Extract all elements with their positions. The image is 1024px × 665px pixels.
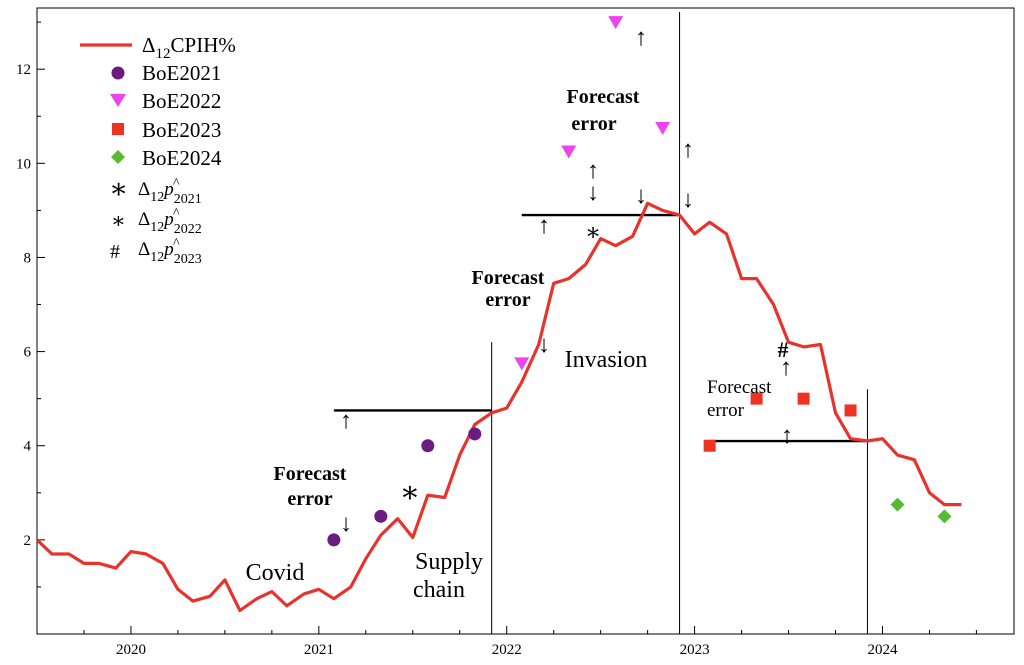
star-2022-marker: ∗ <box>585 220 601 246</box>
boe2024-point-1 <box>937 509 952 524</box>
y-tick-label-10: 10 <box>16 156 31 172</box>
legend-boe2022-marker <box>110 94 126 107</box>
forecast-error-4-line2: error <box>707 400 745 421</box>
legend-boe2023-marker <box>112 123 124 135</box>
forecast-error-1-line1: Forecast <box>274 463 347 485</box>
forecast-error-1-arrow: ↓ <box>340 511 352 537</box>
forecast-error-3-line2: error <box>571 113 616 135</box>
y-tick-label-6: 6 <box>24 345 32 361</box>
forecast-error-3-arrow-down: ↓ <box>587 180 599 206</box>
forecast-error-2-up-arrow: ↑ <box>538 213 550 239</box>
boe2021-point-0 <box>327 533 341 547</box>
cpih-series-line <box>35 201 962 613</box>
supply-chain-line2: chain <box>413 577 465 603</box>
x-tick-label-2021: 2021 <box>304 642 334 658</box>
legend-p2023-label: Δ12p2023 <box>138 239 202 267</box>
legend-boe2023-label: BoE2023 <box>142 118 221 142</box>
legend-boe2024-label: BoE2024 <box>142 146 222 170</box>
legend-boe2024-marker <box>111 150 125 164</box>
boe2022-point-2 <box>608 16 624 30</box>
boe2024-point-0 <box>890 497 905 512</box>
legend-boe2021-label: BoE2021 <box>142 61 221 85</box>
forecast-error-4-line1: Forecast <box>707 377 772 398</box>
boe2023-point-0 <box>703 439 716 452</box>
legend-p2023-symbol: # <box>110 241 120 263</box>
hash-2023-marker: # <box>778 337 789 362</box>
legend-p2021-label: Δ12p2021 <box>138 179 202 207</box>
boe2021-point-3 <box>468 427 482 441</box>
forecast-error-1-up-arrow: ↑ <box>340 408 352 434</box>
y-tick-label-4: 4 <box>24 439 32 455</box>
x-tick-label-2023: 2023 <box>680 642 710 658</box>
boe-forecast-markers <box>327 16 952 547</box>
forecast-error-2-line2: error <box>485 289 530 311</box>
forecast-error-2-line1: Forecast <box>472 267 545 289</box>
x-tick-label-2022: 2022 <box>492 642 522 658</box>
forecast-error-3-line1: Forecast <box>567 86 640 108</box>
y-tick-label-12: 12 <box>16 62 31 78</box>
y-tick-label-8: 8 <box>24 250 32 266</box>
star-2021-marker: ∗ <box>400 476 420 509</box>
legend-p2022-hat: ^ <box>173 206 180 221</box>
boe2022-point-0 <box>514 357 530 371</box>
plot-frame <box>36 7 1015 635</box>
legend-p2021-symbol: ∗ <box>109 174 128 205</box>
forecast-error-2-arrow: ↓ <box>538 332 550 358</box>
forecast-level-lines <box>333 213 868 443</box>
forecast-error-3-arrow-top: ↑ <box>635 25 647 51</box>
legend-boe2021-marker <box>111 66 125 80</box>
covid-label: Covid <box>246 560 305 586</box>
forecast-error-4-arrow-up: ↑ <box>780 355 792 381</box>
axis-ticks: 2020 2021 2022 2023 2024 2 4 6 8 10 12 <box>16 21 977 658</box>
annotations: Forecast error ↓ ↑ ∗ Covid Supply chain … <box>246 25 793 603</box>
supply-chain-line1: Supply <box>415 549 483 575</box>
forecast-error-3-arrow-up: ↑ <box>587 158 599 184</box>
boe2021-point-2 <box>421 439 435 453</box>
legend-p2023-hat: ^ <box>173 236 180 251</box>
legend-p2022-label: Δ12p2022 <box>138 209 202 237</box>
forecast-error-1-line2: error <box>287 488 332 510</box>
forecast-error-4-arrow-updown: ↕ <box>781 423 793 449</box>
boe2023-point-3 <box>844 404 857 417</box>
legend-p2021-hat: ^ <box>173 176 180 191</box>
forecast-error-3-arrow-right-down: ↓ <box>682 187 694 213</box>
boe2022-point-3 <box>655 122 671 136</box>
boe2021-point-1 <box>374 509 388 523</box>
legend-cpih-label: Δ12CPIH% <box>142 33 236 62</box>
forecast-error-3-arrow-right-up: ↑ <box>682 137 694 163</box>
legend: Δ12CPIH% BoE2021 BoE2022 BoE2023 BoE2024… <box>80 33 236 267</box>
legend-p2022-symbol: ∗ <box>111 208 126 233</box>
y-tick-label-2: 2 <box>24 533 32 549</box>
x-tick-label-2024: 2024 <box>867 642 898 658</box>
invasion-label: Invasion <box>565 347 648 373</box>
boe2022-point-1 <box>561 145 577 159</box>
x-tick-label-2020: 2020 <box>116 642 146 658</box>
legend-boe2022-label: BoE2022 <box>142 89 221 113</box>
forecast-error-3-arrow-mid: ↓ <box>635 183 647 209</box>
boe2023-point-1 <box>750 392 763 405</box>
boe2023-point-2 <box>797 392 810 405</box>
vertical-reference-lines <box>491 12 868 634</box>
